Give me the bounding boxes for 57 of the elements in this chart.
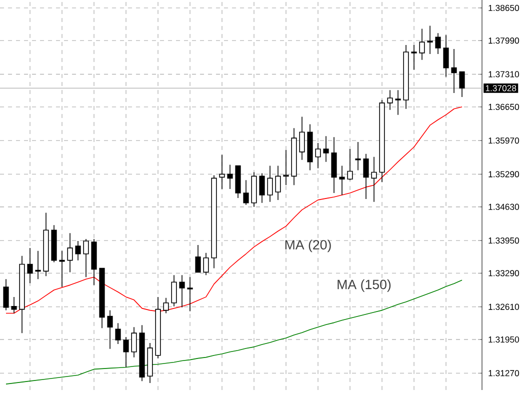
candlestick bbox=[435, 32, 441, 54]
candlestick bbox=[123, 336, 129, 368]
candlestick bbox=[355, 142, 361, 171]
candlestick bbox=[411, 44, 417, 70]
candlestick bbox=[339, 165, 345, 196]
candlestick bbox=[219, 154, 225, 190]
candlestick bbox=[131, 326, 137, 358]
candlestick bbox=[27, 248, 33, 284]
y-tick-label: 1.38650 bbox=[488, 4, 520, 11]
candlestick bbox=[195, 244, 201, 273]
candlestick bbox=[363, 154, 369, 200]
candlestick bbox=[35, 250, 41, 280]
candlestick bbox=[275, 165, 281, 200]
candlestick bbox=[323, 136, 329, 162]
candlestick bbox=[179, 274, 185, 308]
candlestick bbox=[75, 240, 81, 261]
candlestick bbox=[451, 48, 457, 94]
candlestick bbox=[387, 90, 393, 110]
candlestick bbox=[115, 322, 121, 344]
candlestick bbox=[315, 142, 321, 169]
candlestick bbox=[259, 172, 265, 204]
y-tick-label: 1.37310 bbox=[488, 71, 520, 78]
ref-line-label: 1.37028 bbox=[486, 85, 516, 92]
y-tick-label: 1.33950 bbox=[488, 237, 520, 244]
candlestick bbox=[187, 276, 193, 312]
candlestick bbox=[83, 238, 89, 278]
candlestick bbox=[371, 156, 377, 202]
y-tick-label: 1.32610 bbox=[488, 304, 520, 310]
y-tick-label: 1.35970 bbox=[488, 137, 520, 144]
candlestick bbox=[203, 252, 209, 276]
candlestick bbox=[11, 296, 17, 314]
candlestick bbox=[227, 164, 233, 190]
candlestick bbox=[299, 116, 305, 160]
candlestick bbox=[459, 71, 465, 98]
y-tick-label: 1.31270 bbox=[488, 370, 520, 376]
series-label: MA (20) bbox=[285, 240, 331, 252]
candlestick bbox=[347, 148, 353, 181]
candlestick bbox=[59, 250, 65, 288]
candlestick bbox=[171, 274, 177, 307]
candlestick bbox=[427, 25, 433, 54]
candlestick bbox=[395, 90, 401, 116]
y-tick-label: 1.37990 bbox=[488, 38, 520, 44]
candlestick bbox=[443, 34, 449, 78]
candlestick bbox=[107, 310, 113, 350]
candlestick bbox=[419, 28, 425, 60]
candlestick bbox=[3, 278, 9, 311]
candlestick bbox=[243, 180, 249, 206]
candlestick bbox=[267, 165, 273, 202]
y-tick-label: 1.36650 bbox=[488, 104, 520, 110]
candlestick bbox=[283, 150, 289, 186]
candlestick bbox=[67, 232, 73, 273]
y-tick-label: 1.31950 bbox=[488, 336, 520, 343]
candlestick bbox=[163, 298, 169, 314]
y-tick-label: 1.34630 bbox=[488, 204, 520, 210]
series-label: MA (150) bbox=[338, 279, 391, 292]
y-tick-label: 1.35290 bbox=[488, 171, 520, 178]
y-tick-label: 1.33290 bbox=[488, 270, 520, 276]
